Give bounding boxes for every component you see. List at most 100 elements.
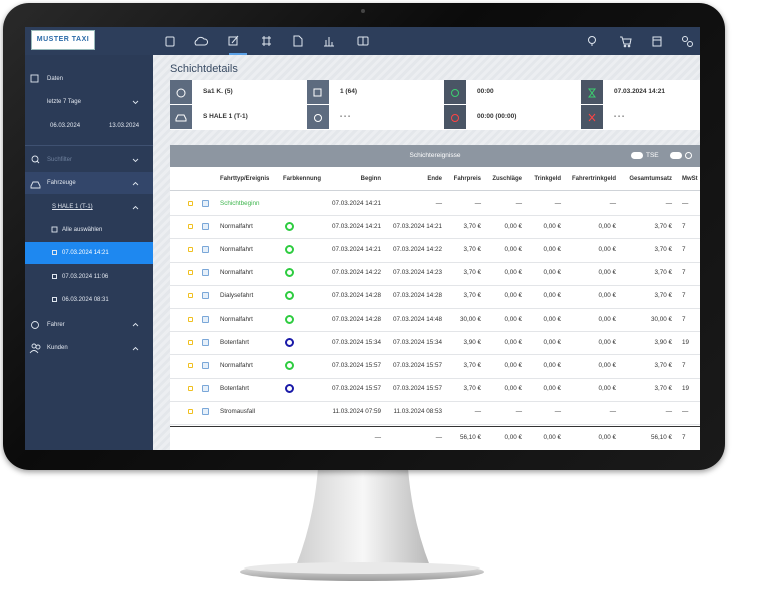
doc-icon[interactable]: [202, 408, 209, 416]
doc-icon[interactable]: [202, 269, 209, 277]
table-cell: 07.03.2024 15:34: [392, 338, 442, 346]
toggle[interactable]: [670, 152, 682, 159]
table-cell: 30,00 €: [459, 315, 481, 323]
table-cell: 07.03.2024 14:21: [331, 199, 381, 207]
color-marker: [285, 384, 294, 394]
table-cell: 0,00 €: [504, 315, 522, 323]
date-to[interactable]: 13.03.2024: [109, 123, 140, 129]
info-value: 07.03.2024 14:21: [614, 88, 665, 95]
lock-icon: [188, 293, 193, 299]
doc-icon[interactable]: [202, 222, 209, 230]
table-cell: Normalfahrt: [220, 222, 253, 230]
column-header: Gesamtumsatz: [629, 176, 672, 182]
row-line: [170, 308, 700, 309]
column-header: Beginn: [360, 176, 381, 182]
range-select[interactable]: letzte 7 Tage: [47, 99, 81, 105]
checkbox[interactable]: [52, 250, 57, 255]
totals-line: [170, 426, 700, 427]
table-cell: 07.03.2024 14:48: [392, 315, 442, 323]
select-all[interactable]: Alle auswählen: [62, 227, 103, 233]
nav-item[interactable]: Kunden: [47, 345, 68, 351]
doc-icon[interactable]: [202, 338, 209, 346]
table-cell: Botenfahrt: [220, 385, 250, 393]
table-cell: —: [665, 199, 672, 207]
column-header: Ende: [427, 176, 442, 182]
color-marker: [285, 314, 294, 324]
row-line: [170, 424, 700, 425]
lock-icon: [188, 339, 193, 345]
color-marker: [285, 245, 294, 254]
table-cell: 3,70 €: [463, 269, 481, 277]
search-input[interactable]: Suchfilter: [47, 157, 73, 163]
table-cell: 07.03.2024 14:28: [331, 292, 381, 300]
info-value: - - -: [614, 113, 625, 120]
table-cell: 0,00 €: [543, 338, 561, 346]
toggle[interactable]: [631, 152, 643, 159]
lock-icon: [188, 363, 193, 368]
info-icon-box: [444, 80, 466, 104]
column-header: Fahrertrinkgeld: [571, 176, 616, 182]
row-line: [170, 284, 700, 286]
table-cell: 7: [682, 222, 686, 230]
table-cell: 0,00 €: [598, 315, 616, 323]
table-cell: 0,00 €: [598, 292, 616, 300]
column-header: Fahrpreis: [453, 176, 481, 182]
table-cell: 0,00 €: [598, 362, 616, 369]
date-from[interactable]: 06.03.2024: [50, 123, 81, 129]
shift-item[interactable]: 07.03.2024 14:21: [25, 242, 153, 264]
shift-item[interactable]: 06.03.2024 08:31: [25, 289, 153, 311]
nav-item[interactable]: Daten: [47, 76, 64, 82]
table-title: Schichtereignisse: [409, 152, 461, 159]
camera: [361, 9, 365, 13]
info-icon-box: [307, 105, 329, 129]
table-cell: 3,70 €: [463, 385, 481, 393]
total-cell: 56,10 €: [650, 434, 672, 441]
table-cell: —: [554, 199, 561, 207]
nav-item[interactable]: Fahrer: [47, 322, 65, 328]
lock-icon: [188, 409, 193, 415]
checkbox[interactable]: [52, 297, 57, 302]
info-value: 00:00 (00:00): [477, 113, 517, 120]
vehicle[interactable]: S HALE 1 (T-1): [52, 204, 93, 210]
separator: [25, 145, 153, 146]
lock-icon: [188, 247, 193, 252]
info-value: 1 (64): [340, 88, 357, 95]
table-cell: 0,00 €: [598, 222, 616, 230]
table-cell: 0,00 €: [598, 385, 616, 393]
table-cell: 11.03.2024 08:53: [393, 408, 442, 416]
nav-item[interactable]: Fahrzeuge: [25, 172, 153, 194]
doc-icon[interactable]: [202, 315, 209, 323]
column-header: MwSt: [682, 176, 698, 182]
table-cell: 0,00 €: [504, 338, 522, 346]
table-cell: 3,70 €: [654, 269, 672, 277]
doc-icon[interactable]: [202, 362, 209, 369]
row-line: [170, 354, 700, 356]
table-cell: 0,00 €: [504, 246, 522, 253]
doc-icon[interactable]: [202, 199, 209, 207]
screen: MUSTER TAXI Daten letzte 7 Tage 06.03.20…: [25, 27, 700, 450]
toggle-label: TSE: [646, 152, 659, 159]
logo[interactable]: MUSTER TAXI: [31, 30, 95, 50]
doc-icon[interactable]: [202, 292, 209, 300]
checkbox[interactable]: [52, 273, 57, 279]
table-cell: —: [554, 408, 561, 416]
table-cell: 7: [682, 362, 686, 369]
total-cell: 0,00 €: [504, 434, 522, 441]
table-cell: —: [474, 408, 481, 416]
doc-icon[interactable]: [202, 246, 209, 253]
table-cell: 3,70 €: [463, 222, 481, 230]
main-content: Schichtdetails Sa1 K. (5) 1 (64) 00:00 07.0…: [153, 55, 700, 450]
total-cell: —: [374, 434, 381, 441]
table-cell: Normalfahrt: [220, 269, 253, 277]
table-cell: 0,00 €: [598, 338, 616, 346]
events-table: Schichtereignisse TSE Fahrttyp/Ereignis F…: [170, 145, 700, 450]
table-cell: 0,00 €: [504, 269, 522, 277]
doc-icon[interactable]: [202, 385, 209, 393]
table-cell: 3,70 €: [463, 292, 481, 300]
table-cell: Stromausfall: [220, 408, 255, 416]
table-cell: —: [474, 199, 481, 207]
shift-item[interactable]: 07.03.2024 11:06: [25, 266, 153, 288]
table-cell: 07.03.2024 15:57: [392, 385, 442, 393]
table-cell: 3,70 €: [654, 385, 672, 393]
